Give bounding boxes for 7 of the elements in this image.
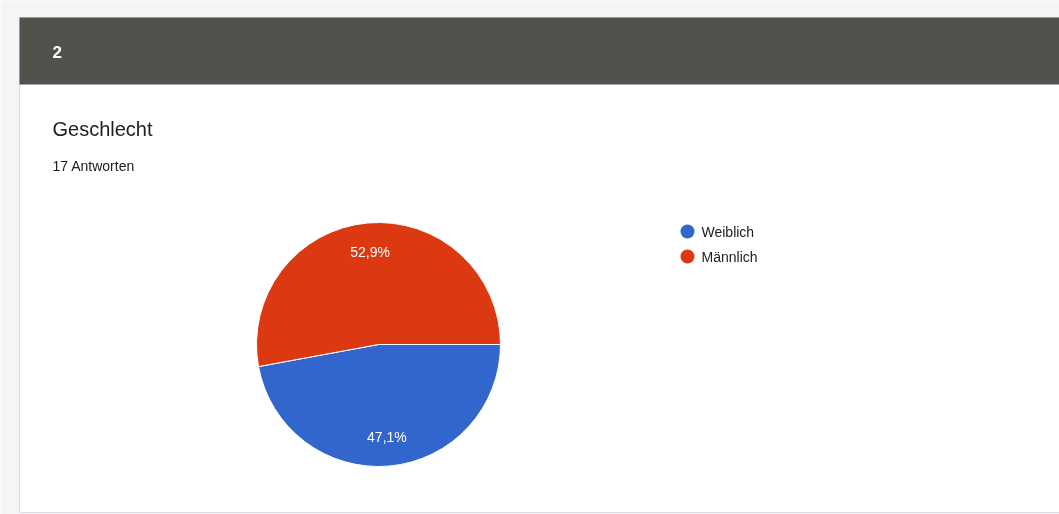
chart-title: Geschlecht — [52, 117, 153, 140]
data-label: 47,1% — [367, 428, 407, 445]
data-label: 52,9% — [350, 244, 390, 261]
legend-label: Weiblich — [701, 223, 755, 240]
legend-label: Männlich — [701, 248, 758, 265]
text: 2 — [52, 42, 62, 62]
text: 17 Antworten — [52, 157, 135, 174]
